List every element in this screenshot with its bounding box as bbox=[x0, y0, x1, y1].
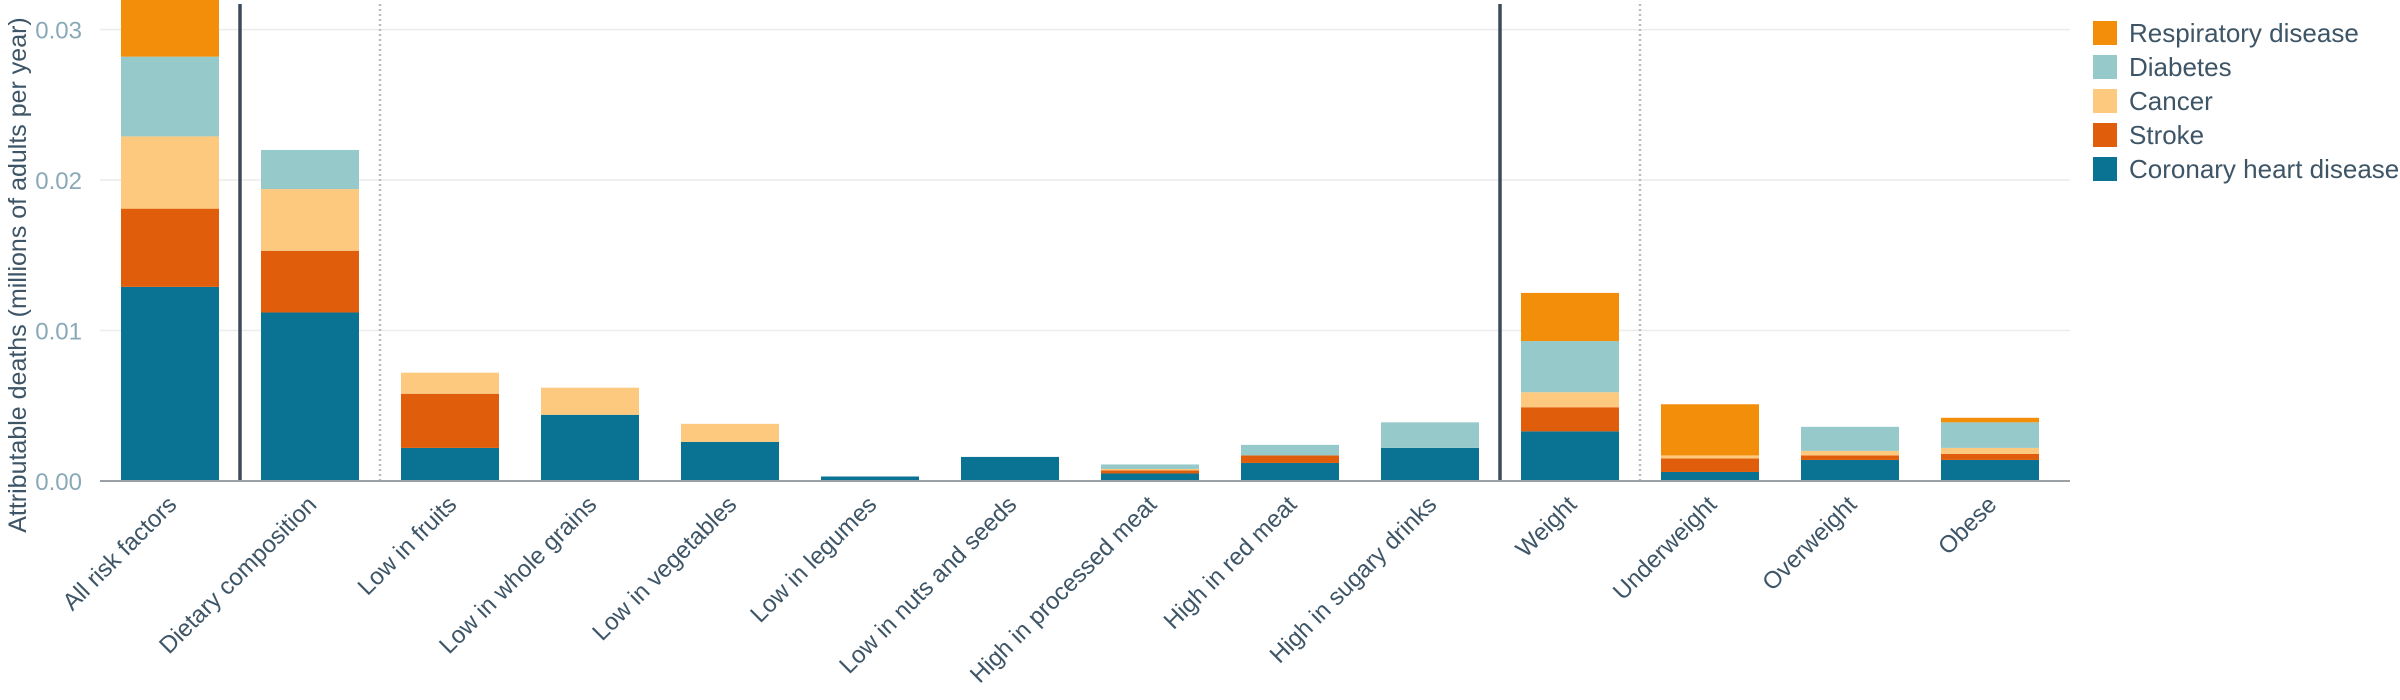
bar-segment[interactable] bbox=[1801, 450, 1899, 456]
bar-segment[interactable] bbox=[261, 312, 359, 481]
legend-swatch[interactable] bbox=[2093, 157, 2117, 181]
bar-segment[interactable] bbox=[1941, 453, 2039, 460]
bar-segment[interactable] bbox=[261, 189, 359, 251]
bar-segment[interactable] bbox=[121, 0, 219, 57]
x-tick-label: Obese bbox=[1933, 491, 2002, 560]
gridlines bbox=[100, 28, 2070, 332]
bar-segment[interactable] bbox=[1521, 341, 1619, 393]
bar-segment[interactable] bbox=[681, 423, 779, 442]
bar-segment[interactable] bbox=[1241, 462, 1339, 481]
legend-label[interactable]: Coronary heart disease bbox=[2129, 154, 2399, 184]
bar-segment[interactable] bbox=[121, 286, 219, 481]
bar-segment[interactable] bbox=[1521, 431, 1619, 481]
legend-label[interactable]: Respiratory disease bbox=[2129, 18, 2359, 48]
x-tick-label: All risk factors bbox=[58, 491, 183, 616]
x-tick-label: Dietary composition bbox=[154, 491, 322, 659]
legend-label[interactable]: Cancer bbox=[2129, 86, 2213, 116]
bar-segment[interactable] bbox=[1101, 473, 1199, 481]
legend-label[interactable]: Stroke bbox=[2129, 120, 2204, 150]
x-tick-label: Underweight bbox=[1608, 491, 1723, 606]
legend-swatch[interactable] bbox=[2093, 89, 2117, 113]
bar-segment[interactable] bbox=[1241, 444, 1339, 456]
bar-segment[interactable] bbox=[541, 414, 639, 481]
bar-segment[interactable] bbox=[681, 441, 779, 481]
legend-swatch[interactable] bbox=[2093, 55, 2117, 79]
x-tick-label: Low in legumes bbox=[745, 491, 882, 628]
bars bbox=[121, 0, 2039, 481]
bar-segment[interactable] bbox=[1941, 417, 2039, 423]
x-tick-label: High in red meat bbox=[1159, 491, 1303, 635]
bar-segment[interactable] bbox=[401, 372, 499, 394]
bar-segment[interactable] bbox=[1101, 468, 1199, 471]
y-tick-label: 0.00 bbox=[35, 469, 82, 496]
bar-segment[interactable] bbox=[821, 476, 919, 481]
bar-segment[interactable] bbox=[1521, 407, 1619, 432]
bar-segment[interactable] bbox=[1101, 464, 1199, 469]
bar-segment[interactable] bbox=[401, 393, 499, 448]
bar-segment[interactable] bbox=[1661, 455, 1759, 459]
bar-segment[interactable] bbox=[1661, 404, 1759, 456]
x-tick-label: Low in fruits bbox=[353, 491, 463, 601]
bar-segment[interactable] bbox=[1801, 455, 1899, 460]
bar-segment[interactable] bbox=[1521, 292, 1619, 342]
bar-segment[interactable] bbox=[1661, 471, 1759, 481]
bar-segment[interactable] bbox=[1801, 426, 1899, 451]
bar-segment[interactable] bbox=[1941, 422, 2039, 448]
y-axis-title: Attributable deaths (millions of adults … bbox=[4, 17, 32, 533]
x-tick-label: Low in vegetables bbox=[587, 491, 742, 646]
x-tick-label: Overweight bbox=[1757, 491, 1862, 596]
bar-segment[interactable] bbox=[961, 456, 1059, 481]
bar-segment[interactable] bbox=[1801, 459, 1899, 481]
bar-segment[interactable] bbox=[1661, 458, 1759, 472]
bar-segment[interactable] bbox=[1381, 422, 1479, 448]
bar-segment[interactable] bbox=[401, 447, 499, 481]
legend-label[interactable]: Diabetes bbox=[2129, 52, 2232, 82]
bar-segment[interactable] bbox=[1381, 447, 1479, 481]
legend[interactable]: Respiratory disease Diabetes Cancer Stroke C… bbox=[2093, 18, 2399, 184]
bar-segment[interactable] bbox=[121, 136, 219, 209]
bar-segment[interactable] bbox=[261, 149, 359, 190]
x-tick-label: Low in whole grains bbox=[434, 491, 602, 659]
y-tick-label: 0.03 bbox=[35, 18, 82, 45]
legend-swatch[interactable] bbox=[2093, 21, 2117, 45]
bar-segment[interactable] bbox=[261, 250, 359, 313]
bar-segment[interactable] bbox=[1241, 455, 1339, 463]
bar-segment[interactable] bbox=[1101, 470, 1199, 474]
bar-segment[interactable] bbox=[1941, 459, 2039, 481]
bar-segment[interactable] bbox=[541, 387, 639, 415]
legend-swatch[interactable] bbox=[2093, 123, 2117, 147]
bar-segment[interactable] bbox=[1521, 392, 1619, 408]
bar-segment[interactable] bbox=[121, 56, 219, 137]
bar-segment[interactable] bbox=[1941, 447, 2039, 454]
bar-segment[interactable] bbox=[121, 208, 219, 287]
group-separators bbox=[238, 4, 1642, 481]
y-tick-label: 0.02 bbox=[35, 168, 82, 195]
y-tick-label: 0.01 bbox=[35, 319, 82, 346]
x-tick-label: Weight bbox=[1511, 491, 1583, 563]
